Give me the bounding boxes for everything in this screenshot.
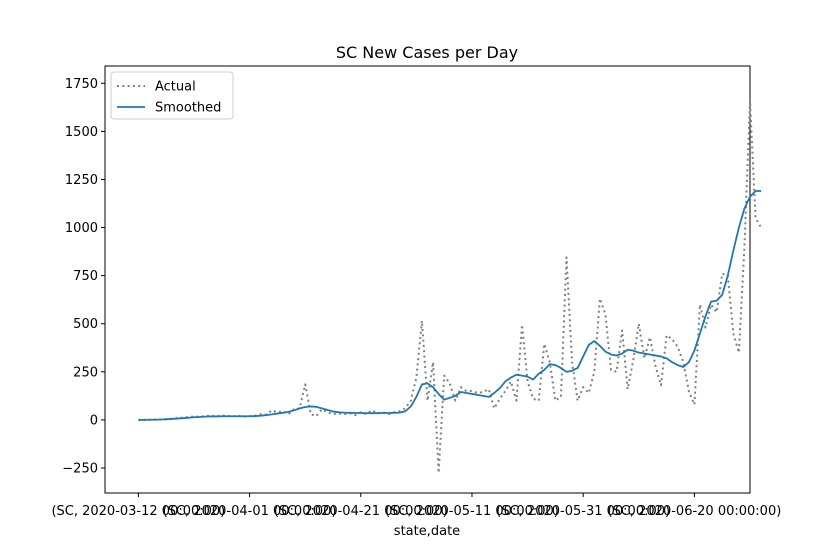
y-tick-label: 1250	[65, 173, 98, 188]
x-tick-label: (SC, 2020-04-21 00:00:00)	[274, 504, 448, 519]
x-tick-label: (SC, 2020-05-31 00:00:00)	[496, 504, 670, 519]
x-tick-label: (SC, 2020-05-11 00:00:00)	[385, 504, 559, 519]
x-axis-label: state,date	[394, 524, 460, 539]
x-tick-label: (SC, 2020-06-20 00:00:00)	[607, 504, 781, 519]
y-axis: −250 0 250 500 750 1000 1250 1500 1750	[62, 77, 105, 476]
plot-area	[104, 65, 751, 494]
x-tick-label: (SC, 2020-04-01 00:00:00)	[163, 504, 337, 519]
y-tick-label: 1750	[65, 77, 98, 92]
y-tick-label: 500	[73, 317, 98, 332]
y-tick-label: 0	[90, 413, 98, 428]
y-tick-label: 250	[73, 365, 98, 380]
legend: Actual Smoothed	[110, 71, 234, 120]
x-tick-label: (SC, 2020-03-12 00:00:00)	[51, 504, 225, 519]
legend-label: Actual	[155, 80, 196, 95]
x-axis: (SC, 2020-03-12 00:00:00)(SC, 2020-04-01…	[51, 493, 781, 519]
series-lines	[138, 99, 762, 474]
chart-title: SC New Cases per Day	[336, 43, 518, 62]
y-tick-label: 1000	[65, 221, 98, 236]
legend-label: Smoothed	[155, 101, 221, 116]
y-tick-label: 750	[73, 269, 98, 284]
series-line-smoothed	[138, 190, 762, 421]
y-tick-label: −250	[62, 461, 98, 476]
y-tick-label: 1500	[65, 125, 98, 140]
